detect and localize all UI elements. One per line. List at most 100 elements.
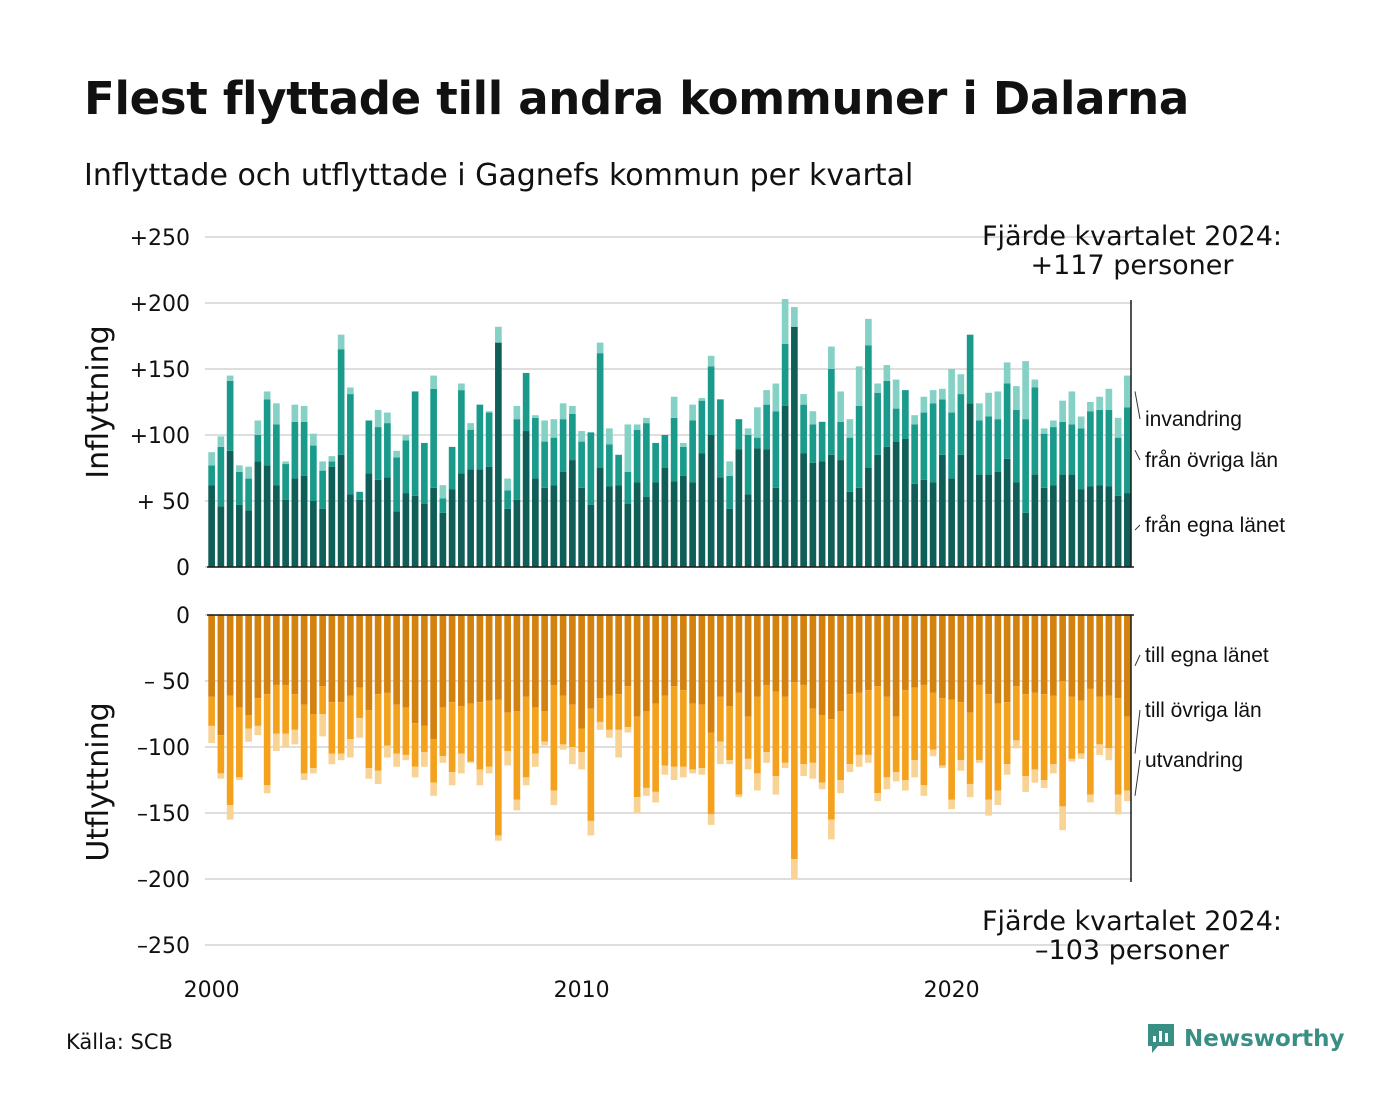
inflow-bar-segment bbox=[541, 420, 548, 442]
outflow-bar-segment bbox=[282, 615, 289, 685]
outflow-bar-segment bbox=[1022, 694, 1029, 777]
inflow-bar-segment bbox=[254, 461, 262, 567]
outflow-bar-segment bbox=[208, 725, 215, 744]
outflow-bar-segment bbox=[596, 615, 604, 699]
inflow-bar-segment bbox=[865, 468, 872, 567]
inflow-bar-segment bbox=[347, 494, 354, 567]
inflow-bar-segment bbox=[458, 473, 465, 567]
inflow-bar-segment bbox=[596, 342, 604, 354]
outflow-bar-segment bbox=[892, 716, 900, 773]
outflow-bar-segment bbox=[532, 753, 539, 767]
outflow-bar-segment bbox=[846, 615, 854, 695]
outflow-bar-segment bbox=[1124, 716, 1131, 791]
outflow-bar-segment bbox=[1003, 615, 1011, 703]
inflow-bar-segment bbox=[374, 479, 382, 567]
outflow-bar-segment bbox=[513, 799, 521, 811]
inflow-bar-segment bbox=[282, 499, 289, 567]
outflow-bar-segment bbox=[920, 684, 928, 786]
outflow-bar-segment bbox=[689, 703, 696, 770]
outflow-bar-segment bbox=[902, 780, 909, 791]
outflow-bar-segment bbox=[1013, 686, 1020, 741]
outflow-bar-segment bbox=[606, 695, 613, 730]
outflow-bar-segment bbox=[1031, 615, 1039, 693]
inflow-bar-segment bbox=[1013, 386, 1020, 410]
outflow-bar-segment bbox=[384, 692, 391, 746]
outflow-bar-segment bbox=[661, 615, 669, 696]
inflow-bar-segment bbox=[976, 474, 983, 567]
inflow-bar-segment bbox=[698, 398, 706, 401]
inflow-series-label: från egna länet bbox=[1145, 514, 1285, 537]
inflow-bar-segment bbox=[707, 355, 715, 367]
outflow-bar-segment bbox=[670, 615, 678, 687]
outflow-bar-segment bbox=[522, 777, 530, 786]
outflow-bar-segment bbox=[421, 615, 428, 726]
inflow-bar-segment bbox=[328, 456, 336, 462]
outflow-bar-segment bbox=[1077, 615, 1085, 701]
inflow-bar-segment bbox=[310, 445, 317, 501]
outflow-bar-segment bbox=[1031, 692, 1039, 770]
inflow-bar-segment bbox=[1087, 402, 1094, 412]
inflow-bar-segment bbox=[911, 424, 918, 484]
outflow-bar-segment bbox=[976, 760, 983, 763]
inflow-bar-segment bbox=[578, 487, 585, 567]
outflow-bar-segment bbox=[698, 768, 706, 775]
outflow-bar-segment bbox=[902, 615, 909, 691]
outflow-bar-segment bbox=[680, 766, 687, 778]
outflow-bar-segment bbox=[615, 615, 622, 695]
outflow-bar-segment bbox=[448, 702, 456, 773]
outflow-bar-segment bbox=[948, 799, 955, 810]
inflow-bar-segment bbox=[448, 446, 456, 490]
inflow-bar-segment bbox=[1077, 416, 1085, 429]
inflow-bar-segment bbox=[319, 461, 326, 471]
inflow-bar-segment bbox=[957, 454, 965, 567]
outflow-bar-segment bbox=[587, 708, 595, 821]
outflow-bar-segment bbox=[1096, 615, 1103, 697]
outflow-bar-segment bbox=[430, 782, 437, 796]
inflow-bar-segment bbox=[310, 433, 317, 446]
outflow-bar-segment bbox=[920, 785, 928, 796]
outflow-bar-segment bbox=[226, 615, 234, 696]
inflow-annotation-line2: +117 personer bbox=[1030, 250, 1234, 281]
outflow-bar-segment bbox=[448, 772, 456, 786]
outflow-bar-segment bbox=[735, 615, 743, 693]
inflow-bar-segment bbox=[485, 466, 493, 567]
outflow-bar-segment bbox=[347, 615, 354, 696]
inflow-bar-segment bbox=[217, 446, 225, 507]
outflow-bar-segment bbox=[430, 739, 437, 783]
inflow-bar-segment bbox=[337, 349, 345, 455]
outflow-bar-segment bbox=[522, 615, 530, 697]
outflow-bar-segment bbox=[467, 761, 474, 763]
outflow-bar-segment bbox=[1040, 615, 1048, 695]
outflow-bar-segment bbox=[920, 615, 928, 685]
outflow-bar-segment bbox=[578, 615, 585, 729]
outflow-bar-segment bbox=[402, 707, 410, 755]
inflow-bar-segment bbox=[226, 375, 234, 381]
outflow-bar-segment bbox=[356, 717, 363, 738]
inflow-bar-segment bbox=[939, 454, 946, 567]
outflow-bar-segment bbox=[957, 760, 965, 771]
inflow-bar-segment bbox=[911, 415, 918, 425]
outflow-bar-segment bbox=[1050, 615, 1057, 696]
inflow-bar-segment bbox=[550, 419, 558, 438]
outflow-bar-segment bbox=[865, 754, 872, 763]
inflow-bar-segment bbox=[328, 466, 336, 567]
outflow-bar-segment bbox=[717, 741, 724, 765]
inflow-bar-segment bbox=[680, 446, 687, 476]
outflow-bar-segment bbox=[809, 762, 817, 779]
inflow-bar-segment bbox=[735, 419, 743, 450]
outflow-bar-segment bbox=[809, 615, 817, 709]
outflow-bar-segment bbox=[1068, 758, 1076, 762]
inflow-bar-segment bbox=[976, 403, 983, 421]
inflow-bar-segment bbox=[680, 475, 687, 567]
outflow-bar-segment bbox=[245, 615, 252, 716]
inflow-bar-segment bbox=[763, 390, 770, 405]
outflow-bar-segment bbox=[245, 728, 252, 742]
outflow-bar-segment bbox=[541, 615, 548, 712]
outflow-bar-segment bbox=[698, 704, 706, 769]
inflow-bar-segment bbox=[532, 415, 539, 418]
outflow-bar-segment bbox=[337, 615, 345, 703]
inflow-bar-segment bbox=[643, 423, 650, 498]
outflow-bar-segment bbox=[689, 769, 696, 774]
inflow-bar-segment bbox=[587, 504, 595, 567]
outflow-bar-segment bbox=[994, 615, 1002, 704]
